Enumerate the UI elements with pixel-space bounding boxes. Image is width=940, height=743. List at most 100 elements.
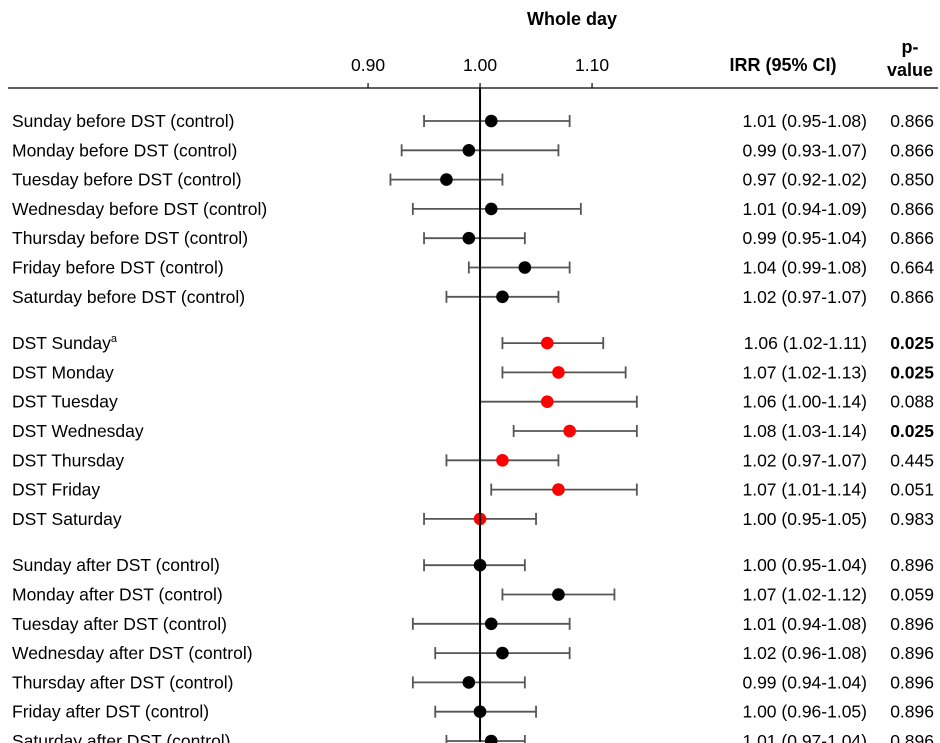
forest-row: Sunday before DST (control) 1.01 (0.95-1.… — [12, 111, 934, 131]
point-estimate — [518, 261, 532, 274]
row-label-text: DST Tuesday — [12, 392, 118, 412]
irr-ci-value: 1.07 (1.02-1.13) — [742, 362, 867, 382]
row-label: Thursday before DST (control) — [12, 228, 248, 248]
row-label-text: DST Saturday — [12, 509, 122, 529]
irr-ci-value: 1.01 (0.94-1.08) — [742, 614, 867, 634]
forest-row: Tuesday before DST (control) 0.97 (0.92-1… — [12, 170, 934, 190]
irr-ci-value: 1.07 (1.01-1.14) — [742, 480, 867, 500]
irr-ci-value: 0.99 (0.95-1.04) — [742, 228, 867, 248]
irr-ci-value: 1.01 (0.95-1.08) — [742, 111, 867, 131]
forest-row: Saturday after DST (control) 1.01 (0.97-1… — [12, 731, 934, 743]
irr-ci-value: 1.07 (1.02-1.12) — [742, 585, 867, 605]
p-value-header-line2: value — [887, 60, 933, 80]
forest-row: Sunday after DST (control) 1.00 (0.95-1.0… — [12, 555, 934, 575]
p-value: 0.051 — [890, 480, 934, 500]
irr-ci-value: 1.02 (0.97-1.07) — [742, 287, 867, 307]
forest-row: Saturday before DST (control) 1.02 (0.97-… — [12, 287, 934, 307]
forest-row: Friday before DST (control) 1.04 (0.99-1.… — [12, 258, 934, 278]
point-estimate — [440, 173, 453, 186]
point-estimate — [552, 366, 565, 379]
forest-row: DST Saturday 1.00 (0.95-1.05) 0.983 — [12, 509, 934, 529]
row-label-text: Friday after DST (control) — [12, 702, 209, 722]
forest-row: DST Monday 1.07 (1.02-1.13) 0.025 — [12, 362, 934, 382]
row-label: Sunday before DST (control) — [12, 111, 234, 131]
forest-row: DST Sundaya 1.06 (1.02-1.11) 0.025 — [12, 333, 934, 353]
forest-row: DST Tuesday 1.06 (1.00-1.14) 0.088 — [12, 392, 934, 412]
p-value: 0.866 — [890, 228, 934, 248]
row-label-text: Wednesday before DST (control) — [12, 199, 267, 219]
row-label-text: Tuesday after DST (control) — [12, 614, 227, 634]
row-label-text: DST Thursday — [12, 450, 124, 470]
forest-row: Wednesday after DST (control) 1.02 (0.96-… — [12, 643, 934, 663]
point-estimate — [484, 734, 498, 743]
irr-ci-value: 1.06 (1.02-1.11) — [744, 333, 867, 353]
row-label-text: Sunday after DST (control) — [12, 555, 220, 575]
irr-column-header: IRR (95% CI) — [729, 55, 836, 75]
row-label: Thursday after DST (control) — [12, 672, 233, 692]
row-label: Friday after DST (control) — [12, 702, 209, 722]
forest-rows: Sunday before DST (control) 1.01 (0.95-1.… — [12, 111, 934, 743]
point-estimate — [496, 454, 509, 467]
p-value: 0.025 — [890, 333, 934, 353]
row-label-text: Thursday after DST (control) — [12, 672, 233, 692]
irr-ci-value: 1.01 (0.97-1.04) — [742, 731, 867, 743]
forest-row: DST Friday 1.07 (1.01-1.14) 0.051 — [12, 480, 934, 500]
row-label-text: Sunday before DST (control) — [12, 111, 234, 131]
row-label: Saturday after DST (control) — [12, 731, 231, 743]
p-value: 0.445 — [890, 450, 934, 470]
forest-row: Tuesday after DST (control) 1.01 (0.94-1.… — [12, 614, 934, 634]
chart-title: Whole day — [527, 9, 617, 29]
irr-ci-value: 1.08 (1.03-1.14) — [742, 421, 867, 441]
p-value: 0.983 — [890, 509, 934, 529]
irr-ci-value: 1.04 (0.99-1.08) — [742, 258, 867, 278]
p-value-header-line1: p- — [902, 37, 919, 57]
row-label: DST Friday — [12, 480, 100, 500]
p-value: 0.896 — [890, 731, 934, 743]
point-estimate — [462, 231, 476, 245]
row-label: DST Wednesday — [12, 421, 144, 441]
forest-row: Monday before DST (control) 0.99 (0.93-1.… — [12, 140, 934, 160]
row-label: DST Thursday — [12, 450, 124, 470]
row-label-text: DST Monday — [12, 362, 114, 382]
row-label: DST Monday — [12, 362, 114, 382]
forest-row: DST Wednesday 1.08 (1.03-1.14) 0.025 — [12, 421, 934, 441]
row-label-text: Wednesday after DST (control) — [12, 643, 253, 663]
row-label: Tuesday before DST (control) — [12, 170, 242, 190]
row-label: Tuesday after DST (control) — [12, 614, 227, 634]
row-label: Sunday after DST (control) — [12, 555, 220, 575]
row-label-text: DST Wednesday — [12, 421, 144, 441]
p-value: 0.059 — [890, 585, 934, 605]
p-value: 0.664 — [890, 258, 934, 278]
footnote-marker: a — [111, 333, 118, 345]
row-label-text: Monday before DST (control) — [12, 140, 237, 160]
p-value: 0.866 — [890, 287, 934, 307]
header: Whole day IRR (95% CI) p- value — [527, 9, 933, 80]
row-label: Wednesday before DST (control) — [12, 199, 267, 219]
row-label: DST Saturday — [12, 509, 122, 529]
x-tick-label: 1.10 — [575, 55, 609, 75]
point-estimate — [552, 483, 565, 496]
row-label-text: Saturday after DST (control) — [12, 731, 231, 743]
irr-ci-value: 1.00 (0.95-1.05) — [742, 509, 867, 529]
point-estimate — [484, 114, 498, 128]
forest-row: Monday after DST (control) 1.07 (1.02-1.1… — [12, 585, 934, 605]
irr-ci-value: 0.99 (0.94-1.04) — [742, 672, 867, 692]
point-estimate — [496, 290, 509, 304]
irr-ci-value: 0.97 (0.92-1.02) — [742, 170, 867, 190]
irr-ci-value: 1.00 (0.96-1.05) — [742, 702, 867, 722]
row-label-text: Tuesday before DST (control) — [12, 170, 242, 190]
forest-row: DST Thursday 1.02 (0.97-1.07) 0.445 — [12, 450, 934, 470]
irr-ci-value: 1.02 (0.96-1.08) — [742, 643, 867, 663]
row-label-text: DST Friday — [12, 480, 100, 500]
x-tick-label: 0.90 — [351, 55, 385, 75]
p-value: 0.866 — [890, 140, 934, 160]
row-label-text: DST Sunday — [12, 333, 111, 353]
point-estimate — [484, 202, 498, 216]
row-label-text: Friday before DST (control) — [12, 258, 224, 278]
p-value: 0.025 — [890, 362, 934, 382]
irr-ci-value: 1.01 (0.94-1.09) — [742, 199, 867, 219]
point-estimate — [484, 617, 498, 631]
p-value: 0.866 — [890, 111, 934, 131]
forest-row: Thursday after DST (control) 0.99 (0.94-1… — [12, 672, 934, 692]
